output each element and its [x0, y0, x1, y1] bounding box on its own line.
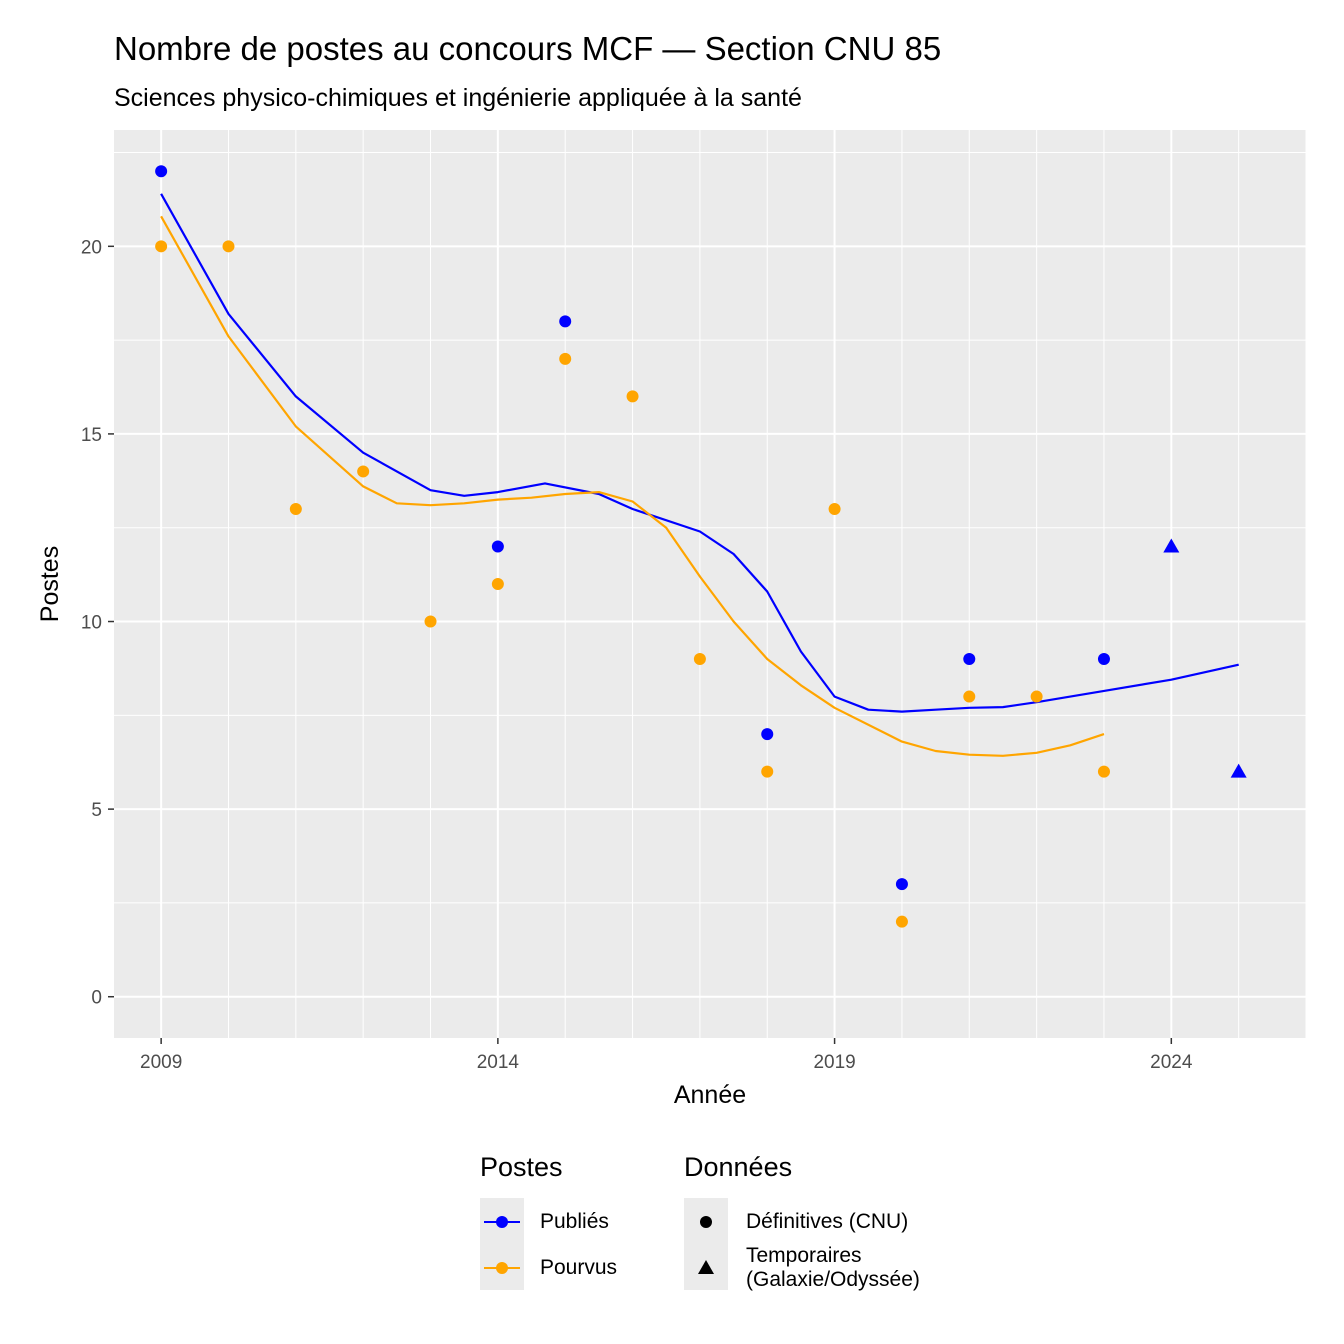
point-definitive — [491, 578, 504, 590]
x-axis-title: Année — [674, 1081, 746, 1109]
y-axis-title: Postes — [36, 546, 64, 622]
point-definitive — [1030, 690, 1043, 703]
y-tick-label: 5 — [91, 800, 102, 821]
smooth-line — [160, 215, 1105, 757]
legend-postes-keys — [480, 1198, 524, 1290]
data-points — [155, 165, 1247, 928]
chart-subtitle: Sciences physico-chimiques et ingénierie… — [114, 84, 802, 112]
point-definitive — [1097, 765, 1110, 778]
legend-label-temporaires: Temporaires — [746, 1244, 862, 1267]
legend-label-definitives: Définitives (CNU) — [746, 1210, 909, 1233]
legend-triangle-temporaires — [698, 1260, 714, 1274]
legend-dot-publies — [496, 1216, 508, 1228]
legend-donnees-title: Données — [684, 1152, 793, 1182]
grid-minor — [114, 130, 1307, 1038]
point-definitive — [895, 878, 908, 891]
x-tick-label: 2009 — [140, 1052, 182, 1073]
point-temporary — [1163, 538, 1180, 553]
smooth-line — [160, 193, 1239, 713]
legend-postes-title: Postes — [480, 1152, 563, 1182]
point-definitive — [222, 240, 235, 253]
point-temporary — [1230, 763, 1247, 778]
legend-donnees: Données Définitives (CNU) Temporaires (G… — [684, 1152, 920, 1291]
point-definitive — [424, 615, 437, 628]
point-definitive — [357, 465, 370, 478]
point-definitive — [559, 315, 572, 328]
point-definitive — [1097, 653, 1110, 666]
smooth-lines — [160, 193, 1239, 757]
y-tick-label: 0 — [91, 988, 102, 1009]
point-definitive — [155, 240, 168, 253]
point-definitive — [963, 653, 976, 666]
point-definitive — [828, 502, 841, 515]
point-definitive — [155, 165, 168, 178]
point-definitive — [693, 653, 706, 666]
chart-title: Nombre de postes au concours MCF — Secti… — [114, 30, 942, 67]
axes: 2009 2014 2019 2024 0 5 10 15 20 — [81, 237, 1193, 1073]
point-definitive — [491, 540, 504, 553]
point-definitive — [963, 690, 976, 703]
y-tick-label: 10 — [81, 613, 102, 634]
point-definitive — [761, 728, 774, 741]
point-definitive — [559, 352, 572, 365]
legend-label-publies: Publiés — [540, 1210, 609, 1233]
y-tick-label: 15 — [81, 425, 102, 446]
x-tick-label: 2024 — [1150, 1052, 1193, 1073]
plot-panel — [114, 130, 1306, 1038]
point-definitive — [895, 915, 908, 928]
y-tick-label: 20 — [81, 237, 102, 258]
legend-dot-pourvus — [496, 1262, 508, 1274]
point-definitive — [289, 502, 302, 515]
point-definitive — [626, 390, 639, 403]
legend-postes: Postes Publiés Pourvus — [480, 1152, 617, 1290]
legend-circle-definitives — [700, 1216, 712, 1228]
point-definitive — [761, 765, 774, 778]
legend-donnees-keys — [684, 1198, 728, 1290]
legend-label-galaxie: (Galaxie/Odyssée) — [746, 1268, 920, 1291]
x-tick-label: 2019 — [813, 1052, 855, 1073]
legend-label-pourvus: Pourvus — [540, 1256, 618, 1279]
x-tick-label: 2014 — [477, 1052, 520, 1073]
